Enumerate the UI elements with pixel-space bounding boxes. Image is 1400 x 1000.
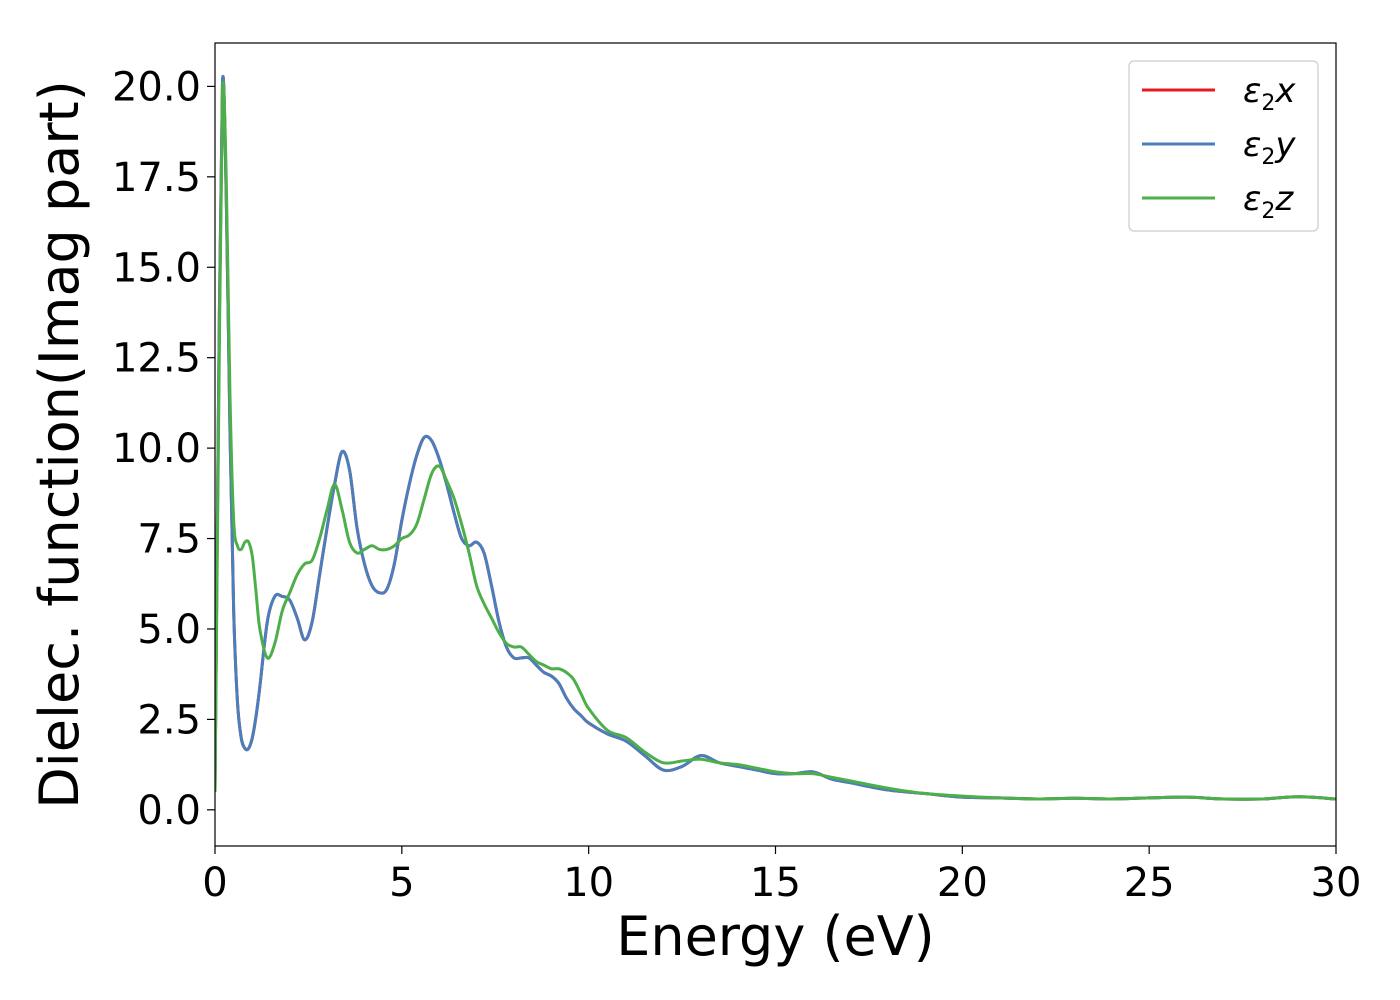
- legend-label-x: ε2x: [1243, 71, 1296, 116]
- x-tick-label: 5: [389, 860, 414, 906]
- legend-label-y: ε2y: [1243, 125, 1296, 170]
- x-axis-title: Energy (eV): [616, 905, 935, 968]
- y-axis: 0.0 2.5 5.0 7.5 10.0 12.5 15.0 17.5 20.0: [112, 64, 215, 834]
- x-tick-label: 30: [1311, 860, 1362, 906]
- y-tick-label: 7.5: [137, 517, 201, 563]
- y-axis-title: Dielec. function(Imag part): [28, 80, 91, 809]
- y-tick-label: 17.5: [112, 155, 201, 201]
- x-axis: 0 5 10 15 20 25 30: [202, 846, 1361, 906]
- x-tick-label: 25: [1124, 860, 1175, 906]
- legend-label-z: ε2z: [1243, 179, 1294, 224]
- y-tick-label: 12.5: [112, 336, 201, 382]
- y-tick-label: 15.0: [112, 245, 201, 291]
- y-tick-label: 10.0: [112, 426, 201, 472]
- x-tick-label: 0: [202, 860, 227, 906]
- x-tick-label: 15: [750, 860, 801, 906]
- legend: ε2x ε2y ε2z: [1128, 60, 1319, 232]
- y-tick-label: 0.0: [137, 788, 201, 834]
- legend-box: [1128, 60, 1319, 232]
- series-layer: [215, 74, 1336, 801]
- y-tick-label: 2.5: [137, 697, 201, 743]
- x-tick-label: 20: [937, 860, 988, 906]
- series-line-z: [215, 81, 1336, 801]
- y-tick-label: 5.0: [137, 607, 201, 653]
- x-tick-label: 10: [563, 860, 614, 906]
- y-tick-label: 20.0: [112, 64, 201, 110]
